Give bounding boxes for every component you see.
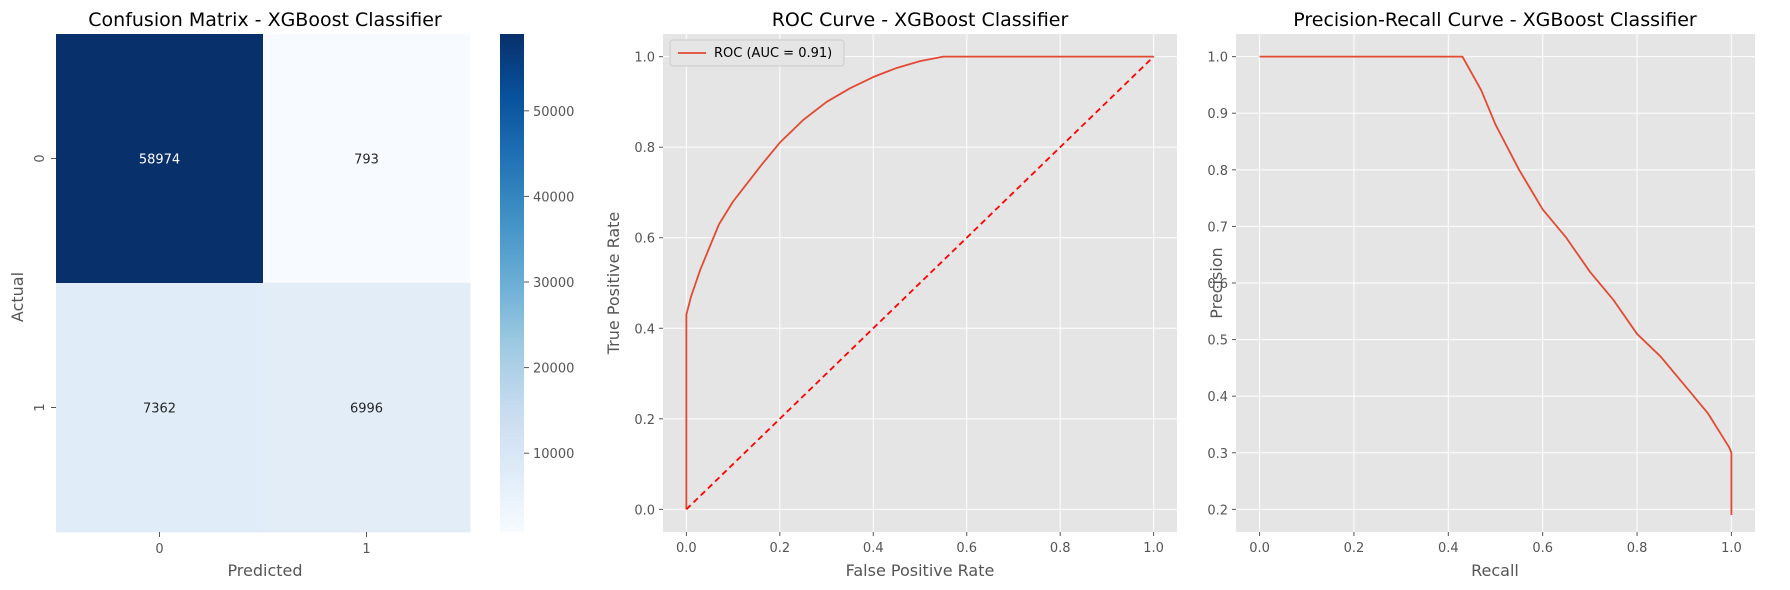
cm-cell-value: 793 [354, 153, 379, 168]
cm-ytick-label: 1 [33, 403, 48, 411]
xtick-label: 0.8 [1627, 541, 1648, 556]
colorbar-tick-label: 10000 [533, 447, 574, 462]
ytick-label: 0.2 [1207, 503, 1228, 518]
colorbar-tick-label: 20000 [533, 362, 574, 377]
cm-cell-0-1 [263, 34, 471, 284]
ytick-label: 1.0 [1207, 51, 1228, 66]
ytick-label: 0.4 [634, 322, 655, 337]
ytick-label: 0.6 [634, 232, 655, 247]
roc-legend-label: ROC (AUC = 0.91) [714, 46, 832, 61]
xtick-label: 0.6 [956, 541, 977, 556]
confusion-matrix-xlabel: Predicted [227, 561, 302, 580]
roc-series-line-1 [685, 55, 1155, 511]
xtick-label: 0.4 [1438, 541, 1459, 556]
roc-title: ROC Curve - XGBoost Classifier [772, 9, 1069, 31]
ytick-label: 0.2 [634, 413, 655, 428]
confusion-matrix-ylabel: Actual [8, 272, 27, 322]
cm-cell-value: 6996 [350, 402, 383, 417]
roc-panel: 0.0 0.2 0.4 0.6 0.8 1.0 0.0 0.2 0.4 0.6 0.8 1.0 ROC… [604, 9, 1177, 580]
cm-xtick-label: 0 [155, 542, 163, 557]
cm-cell-0-0 [56, 34, 264, 284]
colorbar-tick-label: 30000 [533, 276, 574, 291]
xtick-label: 0.2 [1344, 541, 1365, 556]
xtick-label: 1.0 [1721, 541, 1742, 556]
cm-cell-1-1 [263, 283, 471, 533]
roc-legend-box [669, 39, 845, 67]
ytick-label: 0.8 [1207, 164, 1228, 179]
xtick-label: 0.8 [1050, 541, 1071, 556]
cm-xtick-label: 1 [362, 542, 370, 557]
roc-ylabel: True Positive Rate [604, 212, 623, 356]
roc-legend: ROC (AUC = 0.91) [669, 39, 845, 67]
ytick-label: 0.5 [1207, 334, 1228, 349]
ytick-label: 0.7 [1207, 220, 1228, 235]
xtick-label: 0.4 [863, 541, 884, 556]
confusion-matrix-panel: Confusion Matrix - XGBoost Classifier 58… [8, 9, 574, 580]
colorbar [500, 34, 524, 532]
cm-ytick-label: 0 [33, 154, 48, 162]
cm-cell-value: 7362 [143, 402, 176, 417]
xtick-label: 0.2 [769, 541, 790, 556]
roc-series-line-0 [685, 55, 1154, 510]
pr-series-line-0 [1259, 55, 1733, 516]
pr-title: Precision-Recall Curve - XGBoost Classif… [1293, 9, 1697, 31]
pr-panel: 0.0 0.2 0.4 0.6 0.8 1.0 0.2 0.3 0.4 0.5 0.6 0.7 0.8 0… [1207, 9, 1755, 580]
ytick-label: 0.0 [634, 503, 655, 518]
cm-cell-value: 58974 [139, 153, 180, 168]
colorbar-tick-label: 50000 [533, 105, 574, 120]
xtick-label: 0.0 [1249, 541, 1270, 556]
cm-cell-1-0 [56, 283, 264, 533]
ytick-label: 0.6 [1207, 277, 1228, 292]
ytick-label: 0.8 [634, 141, 655, 156]
ytick-label: 0.9 [1207, 107, 1228, 122]
roc-xlabel: False Positive Rate [846, 561, 995, 580]
pr-ylabel: Precision [1207, 247, 1226, 318]
xtick-label: 1.0 [1143, 541, 1164, 556]
xtick-label: 0.0 [676, 541, 697, 556]
ytick-label: 0.3 [1207, 447, 1228, 462]
ytick-label: 1.0 [634, 51, 655, 66]
pr-xlabel: Recall [1471, 561, 1519, 580]
confusion-matrix-title: Confusion Matrix - XGBoost Classifier [88, 9, 442, 31]
ytick-label: 0.4 [1207, 390, 1228, 405]
colorbar-tick-label: 40000 [533, 190, 574, 205]
xtick-label: 0.6 [1532, 541, 1553, 556]
